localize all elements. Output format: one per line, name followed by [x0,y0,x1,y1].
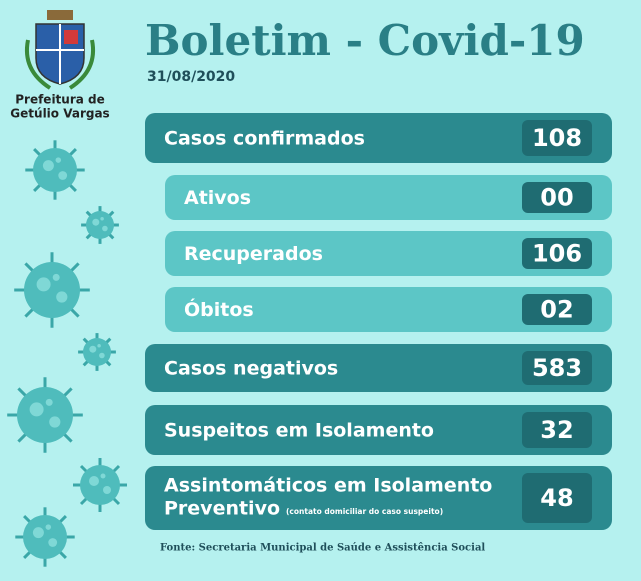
value-box [522,120,592,156]
value-box [522,351,592,385]
row-value: 106 [532,240,582,268]
row-label: Preventivo [164,498,280,520]
value-box [522,238,592,269]
virus-icon [14,252,90,328]
value-box [522,182,592,213]
row-box [145,466,612,530]
row-value: 02 [540,296,573,324]
row-label: Assintomáticos em Isolamento [164,475,492,497]
row-value: 108 [532,124,582,152]
row-value: 00 [540,184,573,212]
crest [25,10,95,90]
row-box [165,175,612,220]
row-label: Ativos [184,187,251,209]
title: Boletim - Covid-19 [145,16,585,65]
row-label: Recuperados [184,243,323,265]
virus-icon [71,456,129,514]
virus-icon [23,138,87,202]
value-box [522,473,592,523]
row-box [145,344,612,392]
municipality: Getúlio Vargas [10,107,109,121]
virus-icon [80,205,120,245]
row-value: 583 [532,354,582,382]
value-box [522,294,592,325]
row-label: Óbitos [184,297,254,321]
virus-icon [77,332,117,372]
municipality: Prefeitura de [15,93,105,107]
row-box [145,405,612,455]
row-value: 32 [540,416,573,444]
date: 31/08/2020 [147,69,235,85]
row-label: Casos negativos [164,358,338,380]
value-box [522,412,592,448]
source: Fonte: Secretaria Municipal de Saúde e A… [160,543,485,554]
row-box [165,231,612,276]
rows: 108 Casos confirmados 00 Ativos 106 Recuperad… [145,113,612,530]
row-note: (contato domiciliar do caso suspeito) [286,507,443,516]
row-label: Suspeitos em Isolamento [164,420,434,442]
row-value: 48 [540,484,573,512]
virus-decorations [7,138,129,569]
row-box [165,287,612,332]
virus-icon [13,505,77,569]
row-label: Casos confirmados [164,128,365,150]
virus-icon [7,377,83,453]
row-box [145,113,612,163]
